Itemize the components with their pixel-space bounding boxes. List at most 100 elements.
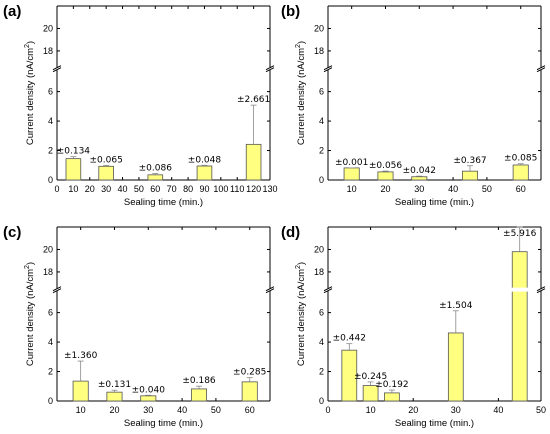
data-label: ±0.134 bbox=[57, 147, 91, 157]
axis-break-right bbox=[536, 65, 546, 71]
y-axis-title-sup: 2 bbox=[24, 44, 31, 48]
bar bbox=[512, 164, 529, 181]
bar bbox=[196, 165, 213, 181]
x-tick-label: 40 bbox=[118, 184, 128, 194]
y-tick-label: 4 bbox=[48, 116, 53, 126]
y-tick-label: 6 bbox=[48, 87, 53, 97]
axis-break-left bbox=[52, 288, 62, 294]
chart-panel-c: (c) 0 2 4 6 18 20 10 20 30 40 50 60 Sealing time (min… bbox=[3, 224, 275, 429]
bar bbox=[377, 171, 394, 181]
y-axis-title-main: Current density (nA/cm bbox=[25, 269, 36, 366]
x-tick-label: 0 bbox=[325, 405, 330, 415]
x-tick-label: 40 bbox=[177, 405, 187, 415]
y-tick-label: 6 bbox=[319, 308, 324, 318]
bar bbox=[190, 388, 208, 402]
axis-break-left bbox=[52, 65, 62, 71]
data-label: ±0.048 bbox=[188, 155, 222, 165]
x-tick-label: 50 bbox=[536, 405, 546, 415]
y-tick-label: 2 bbox=[319, 146, 324, 156]
bar bbox=[245, 143, 262, 181]
x-axis-title: Sealing time (min.) bbox=[395, 197, 474, 208]
chart-panel-a: (a) 0 2 4 6 18 20 0 10 20 30 40 50 60 70 80 90 100 110 120 1… bbox=[3, 3, 278, 208]
y-tick-label: 20 bbox=[314, 244, 324, 254]
data-label: ±0.001 bbox=[335, 158, 368, 168]
x-tick-label: 20 bbox=[85, 184, 95, 194]
axis-break-left bbox=[323, 288, 333, 294]
x-tick-label: 60 bbox=[516, 184, 526, 194]
data-label: ±5.916 bbox=[503, 229, 537, 239]
x-tick-label: 30 bbox=[143, 405, 153, 415]
bar bbox=[140, 395, 157, 402]
panel-label: (d) bbox=[281, 224, 300, 241]
y-tick-label: 20 bbox=[43, 23, 53, 33]
bar bbox=[384, 392, 400, 402]
axis-break-left bbox=[52, 286, 62, 292]
x-tick-label: 60 bbox=[150, 184, 160, 194]
bar bbox=[72, 380, 89, 402]
x-axis-title: Sealing time (min.) bbox=[124, 418, 203, 429]
y-axis-title-main: Current density (nA/cm bbox=[296, 48, 307, 145]
data-label: ±0.442 bbox=[333, 334, 366, 344]
data-label: ±0.065 bbox=[89, 155, 122, 165]
y-tick-label: 2 bbox=[319, 367, 324, 377]
data-label: ±2.661 bbox=[237, 95, 270, 105]
y-tick-label: 4 bbox=[319, 116, 324, 126]
data-label: ±1.504 bbox=[439, 301, 473, 311]
x-tick-label: 80 bbox=[183, 184, 193, 194]
panel-label: (b) bbox=[281, 3, 300, 20]
y-axis-title: Current density (nA/cm2) bbox=[295, 41, 307, 145]
panel-label: (c) bbox=[3, 224, 21, 241]
y-tick-label: 18 bbox=[43, 46, 53, 56]
bar bbox=[65, 158, 82, 181]
y-axis-title-close: ) bbox=[296, 262, 307, 265]
x-tick-label: 20 bbox=[380, 184, 390, 194]
chart-panel-d: (d) 0 2 4 6 18 20 0 10 20 30 40 50 Sealing time (min.… bbox=[281, 224, 546, 429]
bar bbox=[241, 381, 258, 402]
bar bbox=[447, 332, 464, 402]
axis-break-right bbox=[536, 288, 546, 294]
y-axis-title: Current density (nA/cm2) bbox=[295, 262, 307, 366]
y-axis-title-close: ) bbox=[25, 41, 36, 44]
x-tick-label: 40 bbox=[448, 184, 458, 194]
y-axis-title-sup: 2 bbox=[295, 44, 302, 48]
y-tick-label: 0 bbox=[319, 175, 324, 185]
x-tick-label: 10 bbox=[366, 405, 376, 415]
data-label: ±1.360 bbox=[64, 351, 98, 361]
bar bbox=[511, 251, 528, 402]
data-label: ±0.056 bbox=[369, 161, 403, 171]
x-tick-label: 100 bbox=[213, 184, 228, 194]
x-tick-label: 70 bbox=[167, 184, 177, 194]
y-tick-label: 18 bbox=[43, 267, 53, 277]
y-axis-title-main: Current density (nA/cm bbox=[25, 48, 36, 145]
x-tick-label: 10 bbox=[347, 184, 357, 194]
x-axis-title: Sealing time (min.) bbox=[124, 197, 203, 208]
x-tick-label: 20 bbox=[408, 405, 418, 415]
axis-break-left bbox=[323, 286, 333, 292]
y-tick-label: 6 bbox=[48, 308, 53, 318]
bar-break-gap bbox=[511, 287, 529, 292]
y-tick-label: 20 bbox=[314, 23, 324, 33]
y-tick-label: 0 bbox=[319, 396, 324, 406]
x-tick-label: 120 bbox=[246, 184, 261, 194]
bar bbox=[106, 391, 123, 402]
data-label: ±0.186 bbox=[182, 376, 216, 386]
bar bbox=[411, 176, 428, 181]
x-tick-label: 10 bbox=[76, 405, 86, 415]
x-tick-label: 50 bbox=[134, 184, 144, 194]
data-label: ±0.086 bbox=[139, 164, 173, 174]
y-axis-title-sup: 2 bbox=[295, 265, 302, 269]
x-tick-label: 130 bbox=[262, 184, 277, 194]
data-label: ±0.285 bbox=[233, 368, 266, 378]
y-tick-label: 4 bbox=[319, 337, 324, 347]
x-tick-label: 30 bbox=[101, 184, 111, 194]
y-tick-label: 18 bbox=[314, 267, 324, 277]
axis-break-right bbox=[265, 288, 275, 294]
x-tick-label: 30 bbox=[451, 405, 461, 415]
data-label: ±0.085 bbox=[504, 154, 537, 164]
y-tick-label: 2 bbox=[48, 146, 53, 156]
y-tick-label: 18 bbox=[314, 46, 324, 56]
data-label: ±0.192 bbox=[375, 380, 408, 390]
x-tick-label: 90 bbox=[199, 184, 209, 194]
y-tick-label: 2 bbox=[48, 367, 53, 377]
